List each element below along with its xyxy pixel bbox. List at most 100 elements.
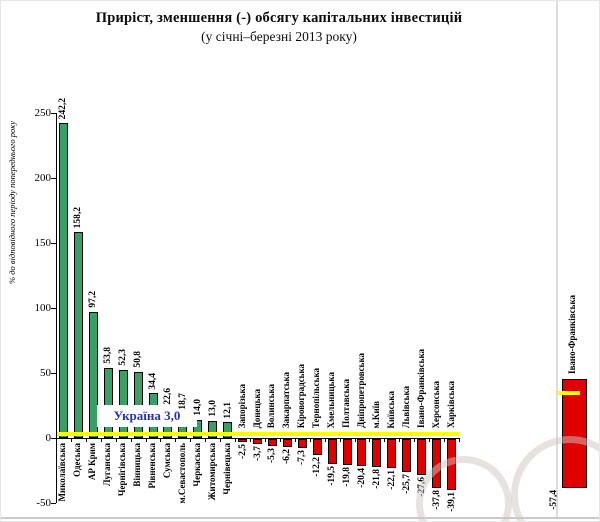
x-label: Івано-Франківська bbox=[415, 349, 426, 428]
next-chart-x-label: Івано-Франківська bbox=[567, 295, 577, 374]
x-axis-tick bbox=[309, 438, 311, 442]
x-label: АР Крим bbox=[87, 443, 98, 481]
y-axis-tick bbox=[51, 308, 56, 309]
ukraine-reference-line bbox=[57, 432, 459, 437]
x-label: Волинська bbox=[266, 383, 277, 428]
x-label: Чернігівська bbox=[117, 443, 128, 497]
x-axis-tick bbox=[324, 438, 326, 442]
value-label: 50,8 bbox=[133, 351, 144, 368]
bar-Донецька bbox=[253, 439, 262, 444]
x-label: Донецька bbox=[251, 388, 262, 428]
x-label: Львівська bbox=[400, 385, 411, 428]
y-axis-tick bbox=[51, 178, 56, 179]
x-axis-tick bbox=[130, 438, 132, 442]
y-axis-tick-label: 200 bbox=[34, 172, 52, 184]
x-label: Житомирська bbox=[206, 443, 217, 501]
watermark-ring bbox=[416, 456, 512, 521]
x-label: Запорізька bbox=[236, 383, 247, 428]
x-axis-tick bbox=[250, 438, 252, 442]
x-label: Миколаївська bbox=[57, 443, 68, 502]
value-label: 34,4 bbox=[148, 372, 159, 390]
x-label: Хмельницька bbox=[326, 371, 337, 428]
y-axis-tick-label: 250 bbox=[34, 107, 52, 119]
bar-Волинська bbox=[267, 439, 277, 446]
value-label: 18,7 bbox=[177, 393, 188, 410]
y-axis-tick-label: -50 bbox=[36, 497, 51, 509]
x-axis-tick bbox=[175, 438, 177, 442]
value-label: -19,5 bbox=[327, 466, 338, 487]
bar-Дніпропетровська bbox=[357, 439, 367, 466]
x-label: Дніпропетровська bbox=[355, 353, 366, 428]
x-axis-tick bbox=[56, 438, 57, 442]
x-label: м.Київ bbox=[370, 400, 381, 428]
y-axis-title: % до відповідного періоду попереднього р… bbox=[7, 120, 17, 284]
x-axis-tick bbox=[100, 438, 102, 442]
x-axis-tick bbox=[384, 438, 386, 442]
x-axis-tick bbox=[429, 438, 431, 442]
bar-Київська bbox=[387, 439, 397, 468]
bar-Чернівецька bbox=[223, 422, 233, 438]
y-axis-tick bbox=[51, 113, 56, 114]
x-axis-tick bbox=[369, 438, 371, 442]
bar-Полтавська bbox=[342, 439, 352, 465]
x-axis-zero-line bbox=[56, 438, 459, 439]
value-label: 242,2 bbox=[58, 97, 69, 120]
value-label: 97,2 bbox=[88, 291, 99, 308]
x-label: Київська bbox=[385, 390, 396, 429]
value-label: 14,0 bbox=[192, 399, 203, 416]
bar-Івано-Франківська bbox=[417, 439, 427, 475]
x-axis-tick bbox=[85, 438, 87, 442]
value-label: -25,7 bbox=[401, 474, 412, 495]
bar-Закарпатська bbox=[282, 439, 292, 448]
x-axis-tick bbox=[70, 438, 72, 442]
x-label: м.Севастополь bbox=[176, 443, 187, 504]
bar-Львівська bbox=[402, 439, 412, 473]
x-label: Черкаська bbox=[191, 443, 202, 487]
y-axis-tick bbox=[51, 503, 56, 504]
x-label: Кіровоградська bbox=[296, 363, 307, 428]
x-axis-tick bbox=[205, 438, 207, 442]
value-label: -19,8 bbox=[342, 466, 353, 487]
x-label: Одеська bbox=[72, 443, 83, 477]
value-label: -20,4 bbox=[356, 467, 367, 488]
bar-Кіровоградська bbox=[297, 439, 307, 449]
value-label: 53,8 bbox=[103, 347, 114, 365]
image-separator bbox=[556, 1, 558, 517]
value-label: -3,7 bbox=[252, 445, 263, 461]
x-label: Херсонська bbox=[430, 380, 441, 428]
value-label: -6,2 bbox=[282, 449, 293, 465]
bar-Черкаська bbox=[193, 419, 203, 438]
chart-title-line2: (у січні–березні 2013 року) bbox=[201, 29, 357, 44]
bar-АР Крим bbox=[88, 311, 98, 438]
x-label: Закарпатська bbox=[281, 371, 292, 428]
value-label: 52,3 bbox=[118, 349, 129, 367]
value-label: -5,3 bbox=[267, 447, 278, 463]
value-label: 22,6 bbox=[162, 388, 173, 405]
bar-Миколаївська bbox=[58, 123, 68, 438]
x-label: Харківська bbox=[445, 381, 456, 428]
page-divider bbox=[1, 517, 599, 519]
value-label: -12,2 bbox=[312, 456, 323, 477]
value-label: -22,1 bbox=[386, 469, 397, 490]
x-axis-tick bbox=[235, 438, 237, 442]
x-label: Вінницька bbox=[132, 443, 143, 487]
bar-Хмельницька bbox=[327, 439, 337, 465]
value-label: 13,0 bbox=[207, 400, 218, 418]
x-axis-tick bbox=[399, 438, 401, 442]
value-label: -21,8 bbox=[371, 469, 382, 490]
value-label: 158,2 bbox=[73, 206, 84, 229]
y-axis-tick bbox=[51, 243, 56, 244]
x-axis-tick bbox=[264, 438, 266, 442]
x-axis-tick bbox=[354, 438, 356, 442]
y-axis-tick-label: 50 bbox=[40, 367, 51, 379]
bar-Вінницька bbox=[133, 371, 143, 438]
value-label: -2,5 bbox=[237, 444, 248, 460]
x-axis-tick bbox=[160, 438, 162, 442]
ukraine-average-label: Україна 3,0 bbox=[97, 405, 197, 427]
x-axis-tick bbox=[294, 438, 296, 442]
y-axis-tick-label: 0 bbox=[45, 432, 52, 444]
x-axis-tick bbox=[459, 438, 460, 442]
x-axis-tick bbox=[145, 438, 147, 442]
bar-м.Київ bbox=[372, 439, 382, 468]
